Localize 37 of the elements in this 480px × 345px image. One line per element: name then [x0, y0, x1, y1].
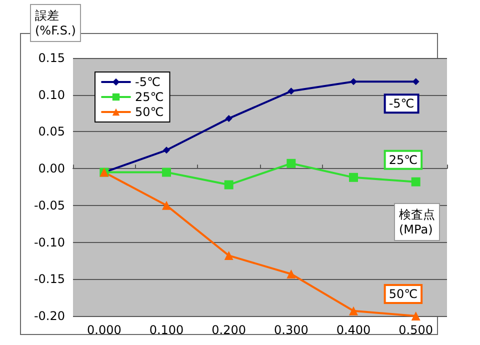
point — [349, 172, 358, 182]
point — [224, 180, 234, 190]
x-axis-title: 検査点 (MPa) — [399, 208, 435, 236]
point — [411, 312, 420, 320]
point — [288, 88, 295, 95]
text: -5℃ — [388, 96, 414, 111]
point — [411, 177, 420, 186]
x-tick-label: 0.400 — [336, 323, 371, 337]
point — [286, 269, 296, 278]
y-tick-label: 0.10 — [38, 88, 65, 102]
x-tick-label: 0.200 — [212, 323, 246, 337]
y-tick-label: 0.00 — [38, 162, 65, 176]
legend-label: 50℃ — [135, 105, 164, 119]
point — [350, 78, 357, 86]
text: 25℃ — [388, 152, 418, 167]
y-tick-label: -0.20 — [34, 309, 65, 323]
y-tick-label: -0.05 — [34, 198, 65, 212]
text: 50℃ — [388, 287, 418, 301]
point — [286, 158, 296, 168]
y-tick-label: 0.15 — [38, 51, 65, 65]
point — [349, 306, 358, 316]
x-tick-label: 0.000 — [86, 323, 122, 337]
y-axis-title: 誤差 (%F.S.) — [35, 8, 76, 38]
point — [224, 251, 234, 260]
point — [162, 168, 171, 177]
x-tick-label: 0.100 — [149, 323, 184, 337]
point — [162, 200, 171, 210]
point — [225, 114, 232, 122]
y-tick-label: -0.15 — [34, 272, 65, 286]
legend-label: -5℃ — [135, 75, 160, 89]
point — [163, 146, 170, 154]
point — [412, 78, 420, 86]
x-tick-label: 0.300 — [274, 323, 308, 337]
y-tick-label: -0.10 — [34, 235, 65, 250]
x-tick-label: 0.500 — [398, 323, 434, 337]
y-tick-label: 0.05 — [38, 124, 65, 139]
legend-label: 25℃ — [135, 90, 164, 104]
